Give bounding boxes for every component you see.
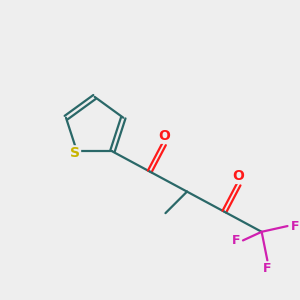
Text: S: S	[70, 146, 80, 160]
Text: O: O	[158, 129, 170, 143]
Text: F: F	[290, 220, 299, 232]
Text: F: F	[263, 262, 272, 275]
Text: O: O	[233, 169, 244, 183]
Text: F: F	[232, 234, 240, 247]
